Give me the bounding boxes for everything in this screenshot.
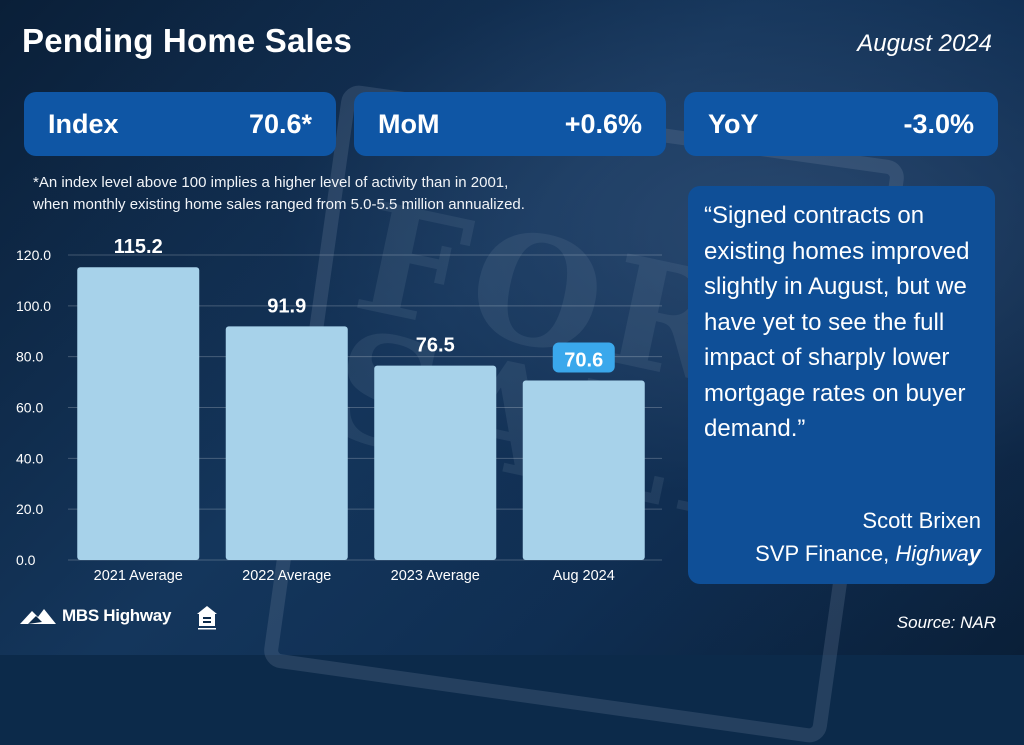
x-category-label: 2023 Average — [391, 568, 480, 584]
quote-attribution: Scott Brixen SVP Finance, Highway — [755, 504, 981, 570]
bar-1 — [77, 267, 200, 560]
x-category-label: 2022 Average — [242, 568, 331, 584]
index-footnote: *An index level above 100 implies a high… — [33, 172, 525, 216]
logo-text: MBS Highway — [62, 606, 172, 625]
quote-box: “Signed contracts on existing homes impr… — [688, 186, 995, 584]
highlight-value-badge — [552, 342, 615, 373]
bar-value-label: 115.2 — [114, 236, 163, 258]
stat-card-yoy: YoY -3.0% — [684, 92, 998, 156]
bar-value-label: 76.5 — [416, 335, 455, 357]
bar-3 — [374, 365, 497, 560]
pending-sales-bar-chart: 0.0 20.0 40.0 60.0 80.0 100.0 120.0 115.2 2021 A… — [16, 236, 662, 584]
bar-2 — [225, 326, 348, 560]
y-tick-label: 80.0 — [16, 349, 43, 365]
stat-card-mom: MoM +0.6% — [354, 92, 666, 156]
company-name-end: y — [968, 541, 981, 566]
mountain-logo-icon — [20, 609, 56, 624]
footnote-line-2: when monthly existing home sales ranged … — [33, 196, 525, 213]
quote-author-role: SVP Finance, Highway — [755, 537, 981, 570]
data-source: Source: NAR — [896, 613, 996, 632]
stat-value: +0.6% — [564, 108, 642, 139]
y-tick-label: 120.0 — [16, 247, 51, 263]
bar-4 — [522, 380, 645, 560]
x-category-label: 2021 Average — [94, 568, 183, 584]
quote-author-name: Scott Brixen — [862, 508, 981, 533]
stat-value: 70.6* — [248, 108, 312, 139]
stat-value: -3.0% — [903, 108, 974, 139]
quote-text: “Signed contracts on existing homes impr… — [704, 202, 970, 442]
stat-card-index: Index 70.6* — [24, 92, 336, 156]
y-tick-label: 0.0 — [16, 552, 36, 568]
report-period: August 2024 — [857, 30, 992, 57]
y-tick-label: 20.0 — [16, 501, 43, 517]
bar-value-label: 91.9 — [267, 295, 306, 317]
y-tick-label: 100.0 — [16, 298, 51, 314]
stat-label: YoY — [708, 108, 759, 139]
y-tick-label: 40.0 — [16, 450, 43, 466]
company-name-main: Highwa — [895, 541, 969, 566]
mbs-highway-logo: MBS Highway — [20, 606, 171, 626]
y-tick-label: 60.0 — [16, 400, 43, 416]
page-title: Pending Home Sales — [22, 22, 353, 59]
x-category-label: Aug 2024 — [553, 568, 615, 584]
role-prefix: SVP Finance, — [755, 541, 896, 566]
footnote-line-1: *An index level above 100 implies a high… — [33, 174, 509, 191]
stat-label: Index — [48, 108, 119, 139]
stat-label: MoM — [378, 108, 440, 139]
bar-value-label: 70.6 — [564, 350, 603, 372]
equal-housing-icon — [197, 606, 217, 630]
